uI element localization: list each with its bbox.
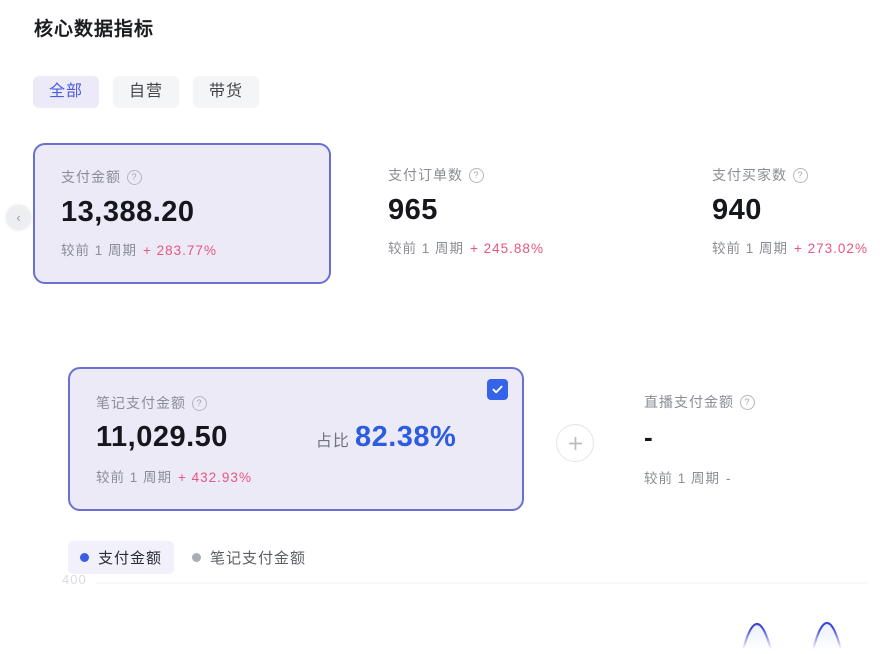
primary-metrics-row: 支付金额 ? 13,388.20 较前 1 周期 + 283.77% 支付订单数 … xyxy=(0,143,880,291)
add-metric-button[interactable] xyxy=(556,424,594,462)
legend-item-payment-amount[interactable]: 支付金额 xyxy=(68,541,175,574)
metric-value: 965 xyxy=(388,194,438,226)
chart-y-tick-label: 400 xyxy=(62,572,87,587)
metric-delta: + 273.02% xyxy=(794,241,868,257)
metric-value: 11,029.50 xyxy=(96,421,228,453)
metric-label: 支付买家数 ? xyxy=(712,165,880,185)
metric-type-tabs: 全部 自营 带货 xyxy=(33,76,260,108)
metric-label: 笔记支付金额 ? xyxy=(96,393,496,413)
ratio-value: 82.38% xyxy=(354,421,457,453)
metric-label-text: 支付金额 xyxy=(61,169,121,185)
metric-label: 支付订单数 ? xyxy=(388,165,638,185)
metric-compare-label: 较前 1 周期 xyxy=(712,241,789,257)
metric-comparison: 较前 1 周期 - xyxy=(644,467,874,487)
metric-delta: + 245.88% xyxy=(470,241,544,257)
metric-comparison: 较前 1 周期 + 283.77% xyxy=(61,239,305,259)
metric-value: - xyxy=(644,422,653,452)
metric-label-text: 支付订单数 xyxy=(388,167,463,183)
metric-comparison: 较前 1 周期 + 273.02% xyxy=(712,237,880,257)
metric-label: 支付金额 ? xyxy=(61,167,305,187)
legend-label: 笔记支付金额 xyxy=(210,550,307,567)
help-icon[interactable]: ? xyxy=(192,395,207,411)
page-title: 核心数据指标 xyxy=(34,19,155,40)
metric-label: 直播支付金额 ? xyxy=(644,392,874,412)
metric-label-text: 笔记支付金额 xyxy=(96,395,186,411)
trend-chart[interactable]: 400 xyxy=(0,570,880,654)
plus-icon xyxy=(568,436,582,450)
metric-delta: + 283.77% xyxy=(143,243,217,259)
metric-value: 940 xyxy=(712,194,762,226)
chart-plot-area xyxy=(96,582,868,654)
metric-compare-label: 较前 1 周期 xyxy=(644,471,721,487)
help-icon[interactable]: ? xyxy=(127,169,142,185)
metric-compare-label: 较前 1 周期 xyxy=(61,243,138,259)
ratio-label: 占比 xyxy=(315,433,350,450)
sub-metric-card-note-payment-amount[interactable]: 笔记支付金额 ? 11,029.50 占比 82.38% 较前 1 周期 + 43… xyxy=(68,367,524,511)
metric-card-payment-orders[interactable]: 支付订单数 ? 965 较前 1 周期 + 245.88% xyxy=(362,143,662,284)
legend-label: 支付金额 xyxy=(98,550,163,567)
metric-comparison: 较前 1 周期 + 432.93% xyxy=(96,466,496,486)
metric-label-text: 支付买家数 xyxy=(712,167,787,183)
card-checkbox[interactable] xyxy=(487,379,508,400)
tab-all[interactable]: 全部 xyxy=(33,76,100,108)
chevron-left-icon[interactable]: ‹ xyxy=(6,205,31,230)
tab-affiliate[interactable]: 带货 xyxy=(193,76,260,108)
help-icon[interactable]: ? xyxy=(740,394,755,410)
help-icon[interactable]: ? xyxy=(469,167,484,183)
metric-card-payment-amount[interactable]: 支付金额 ? 13,388.20 较前 1 周期 + 283.77% xyxy=(33,143,331,284)
sub-metric-card-live-payment-amount[interactable]: 直播支付金额 ? - 较前 1 周期 - xyxy=(644,392,874,487)
metric-delta: - xyxy=(726,471,732,487)
legend-dot-icon xyxy=(80,553,89,562)
legend-dot-icon xyxy=(192,553,202,562)
metric-delta: + 432.93% xyxy=(178,470,252,485)
help-icon[interactable]: ? xyxy=(793,167,808,183)
metric-comparison: 较前 1 周期 + 245.88% xyxy=(388,237,638,257)
metric-label-text: 直播支付金额 xyxy=(644,394,734,410)
ratio-block: 占比 82.38% xyxy=(316,421,456,454)
metric-compare-label: 较前 1 周期 xyxy=(388,241,465,257)
metric-card-payment-buyers[interactable]: 支付买家数 ? 940 较前 1 周期 + 273.02% xyxy=(686,143,880,284)
metric-compare-label: 较前 1 周期 xyxy=(96,470,173,485)
sub-metrics-row: 笔记支付金额 ? 11,029.50 占比 82.38% 较前 1 周期 + 43… xyxy=(0,367,880,517)
sub-metric-value-row: 11,029.50 占比 82.38% xyxy=(96,421,496,454)
chart-legend: 支付金额 笔记支付金额 xyxy=(68,541,318,574)
tab-self-operated[interactable]: 自营 xyxy=(113,76,180,108)
legend-item-note-payment-amount[interactable]: 笔记支付金额 xyxy=(180,541,318,574)
metric-value: 13,388.20 xyxy=(61,196,195,228)
